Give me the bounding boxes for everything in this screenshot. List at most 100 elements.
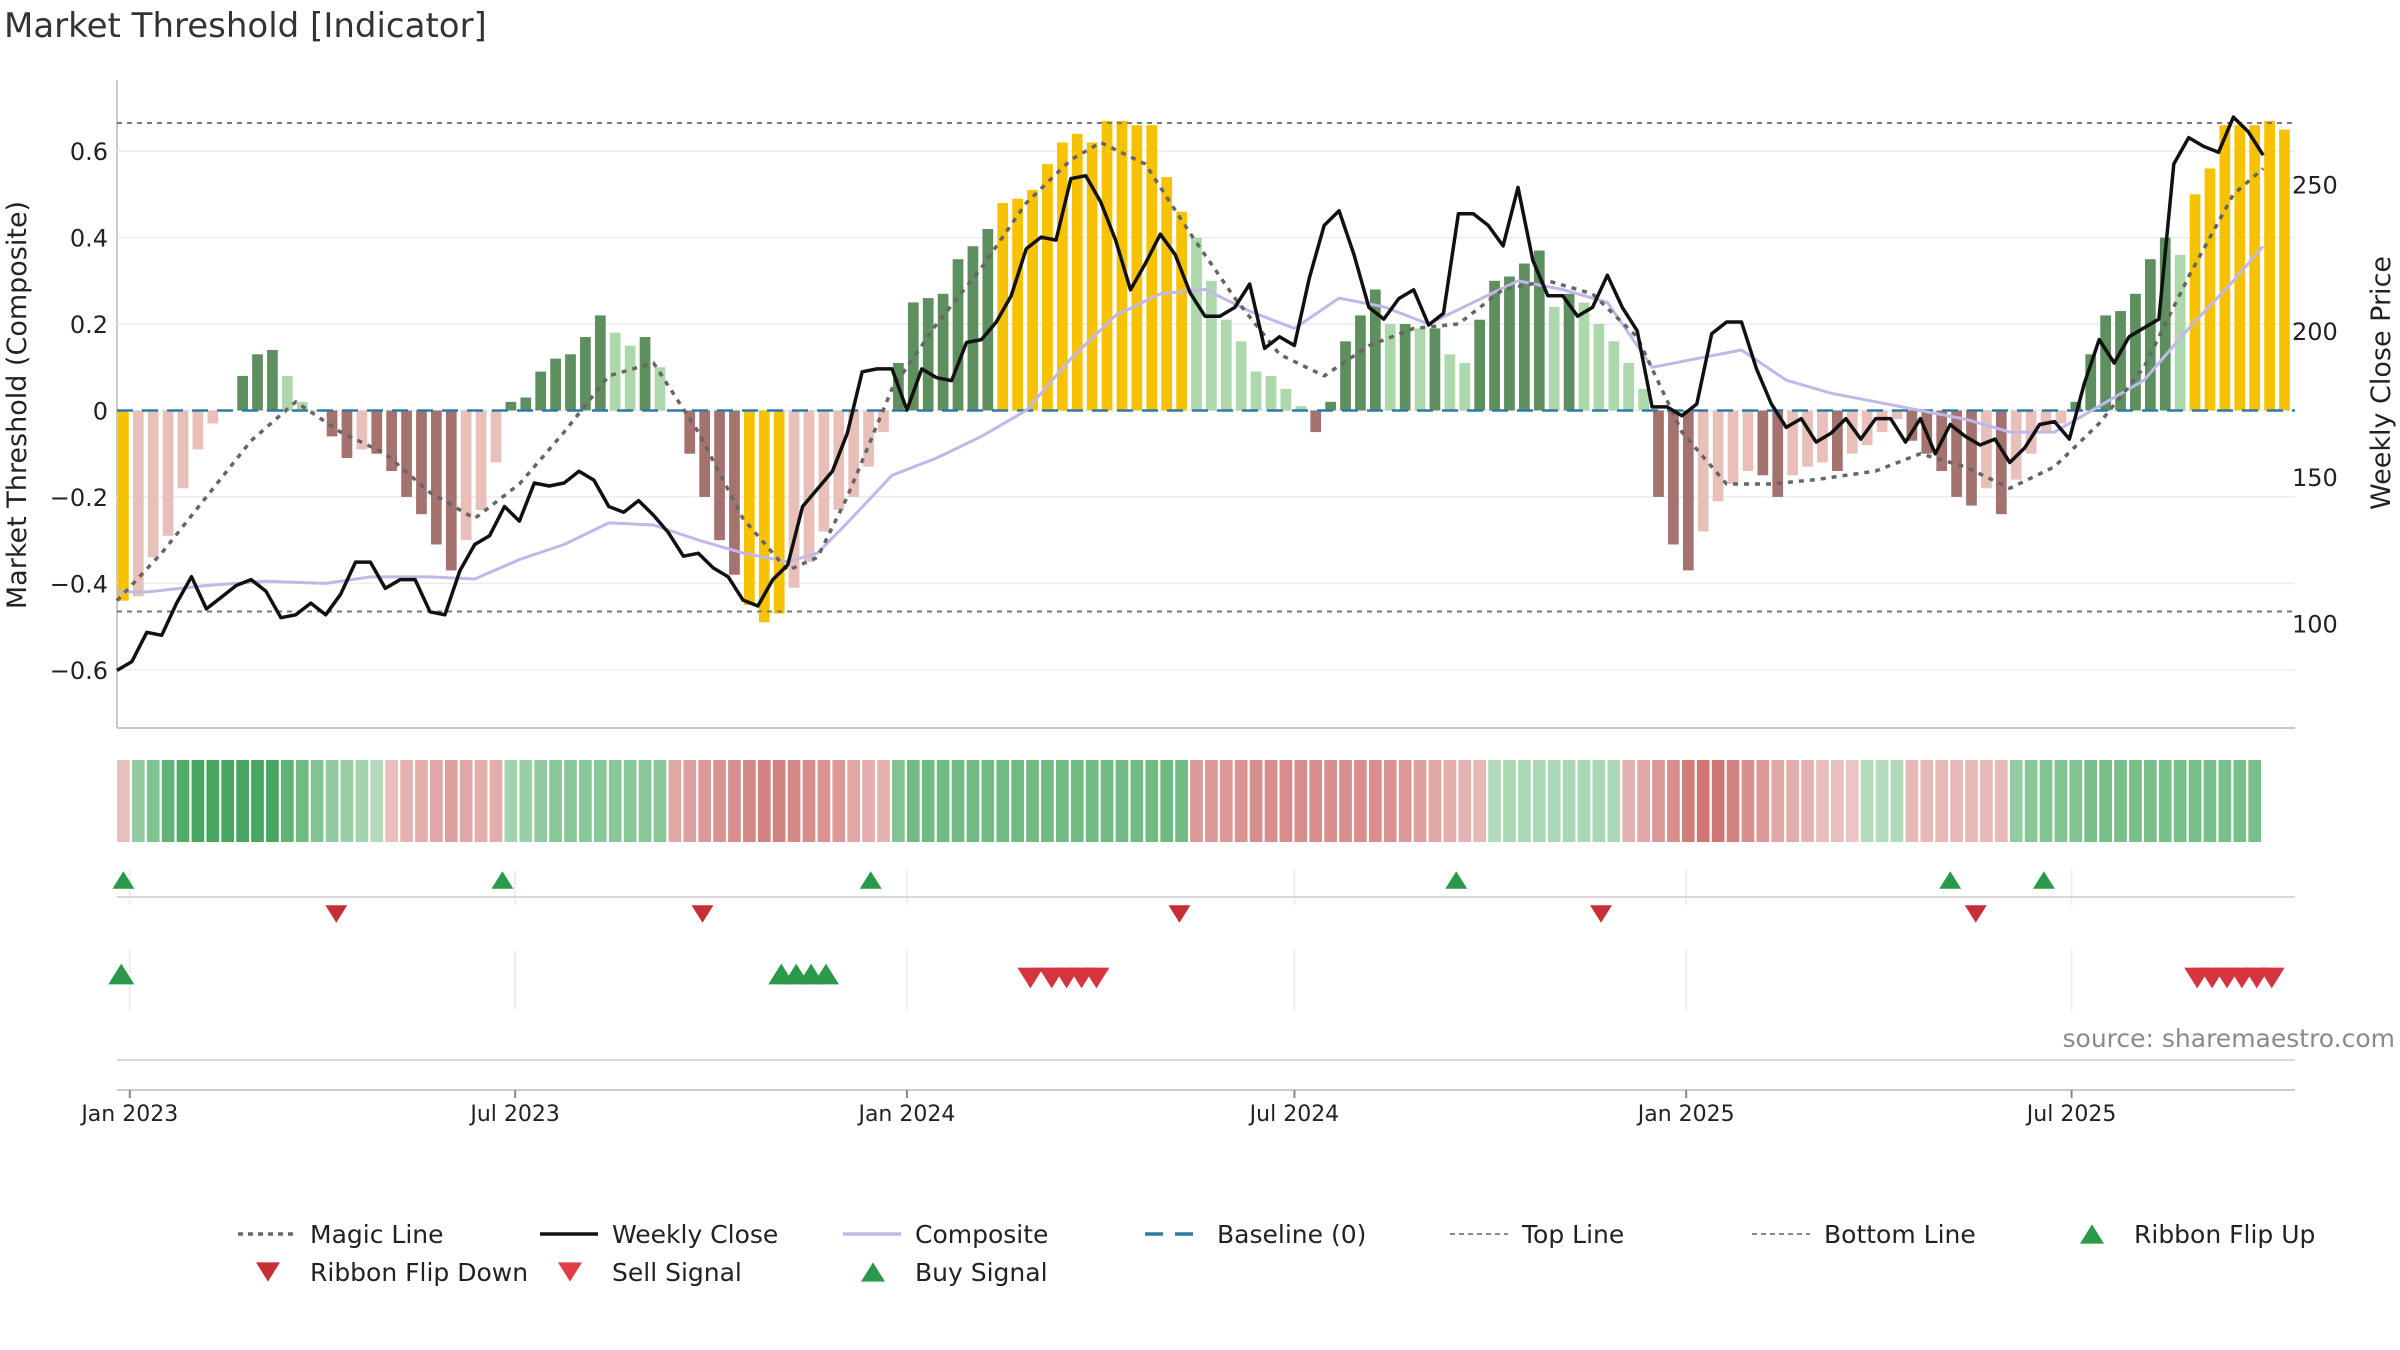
ribbon-segment [474,760,488,842]
composite-bar [2264,120,2275,411]
ribbon-segment [1145,760,1159,842]
composite-bar [818,410,830,532]
composite-bar [1414,328,1426,411]
composite-bar [565,354,576,411]
ribbon-segment [1994,760,2008,842]
ribbon-segment [1070,760,1084,842]
composite-bar [2219,125,2231,411]
composite-bar [1772,410,1784,497]
composite-bar [863,410,874,467]
ribbon-segment [266,760,279,842]
ribbon-segment [221,760,235,842]
composite-bar [982,228,994,411]
ribbon-segment [1234,760,1248,842]
ribbon-segment [1965,760,1978,842]
ribbon-segment [936,760,950,842]
ribbon-segment [1354,760,1367,842]
ribbon-segment [1055,760,1069,842]
composite-bar [1876,410,1888,433]
composite-bar [1682,410,1694,571]
composite-bar [848,410,860,497]
ribbon-segment [668,760,682,842]
ribbon-segment [1428,760,1442,842]
composite-bar [1086,142,1098,411]
composite-bar [743,410,755,605]
ribbon-segment [415,760,428,842]
ribbon-segment [1368,760,1382,842]
sell-signal-marker [1017,967,1044,989]
sell-signal-marker [2258,967,2285,989]
ribbon-segment [1130,760,1144,842]
ribbon-segment [1920,760,1934,842]
composite-bar [684,410,696,454]
ribbon-segment [236,760,249,842]
left-tick-label: −0.6 [50,657,108,685]
composite-bar [1310,410,1322,433]
ribbon-segment [176,760,190,842]
legend-label: Ribbon Flip Up [2134,1220,2315,1249]
composite-bar [192,410,204,450]
ribbon-flip-up-marker [2032,871,2055,889]
ribbon-segment [1771,760,1785,842]
ribbon-segment [951,760,965,842]
composite-bar [2055,410,2067,424]
composite-bar [2085,354,2097,411]
composite-bar [580,337,591,411]
composite-bar [475,410,487,510]
composite-bar [326,410,338,437]
left-tick-label: 0.6 [70,138,108,166]
ribbon-segment [1801,760,1814,842]
composite-bar [431,410,442,545]
ribbon-segment [489,760,503,842]
composite-bar [356,410,368,450]
ribbon-segment [385,760,399,842]
ribbon-segment [2084,760,2098,842]
ribbon-segment [400,760,413,842]
ribbon-segment [2218,760,2232,842]
composite-bar [1399,324,1411,411]
ribbon-segment [2129,760,2142,842]
composite-bar [1966,410,1977,506]
right-axis-title: Weekly Close Price [2366,256,2397,510]
composite-bar [1340,341,1351,411]
composite-bar [118,410,129,601]
ribbon-segment [921,760,935,842]
ribbon-segment [161,760,175,842]
composite-bar [878,410,889,433]
ribbon-segment [1532,760,1546,842]
ribbon-segment [1622,760,1636,842]
composite-bar [833,410,845,510]
ribbon-segment [817,760,831,842]
composite-bar [1444,354,1456,411]
x-tick-label: Jan 2024 [856,1102,955,1127]
composite-bar [416,410,427,515]
legend-label: Composite [915,1220,1048,1249]
composite-bar [1369,289,1381,411]
composite-bar [1325,401,1336,411]
ribbon-flip-down-marker [691,905,714,923]
ribbon-segment [832,760,846,842]
ribbon-segment [1264,760,1278,842]
ribbon-segment [1219,760,1233,842]
ribbon-segment [1935,760,1949,842]
composite-bar [162,410,174,536]
ribbon-segment [2099,760,2112,842]
composite-bar [1504,276,1515,411]
legend-marker-down [256,1262,280,1282]
ribbon-segment [504,760,518,842]
composite-bar [1519,263,1530,411]
right-tick-label: 150 [2292,464,2338,492]
chart-title: Market Threshold [Indicator] [4,6,487,46]
ribbon-segment [2158,760,2172,842]
ribbon-segment [1875,760,1889,842]
composite-bar [1235,341,1247,411]
composite-bar [505,401,517,411]
composite-bar [609,332,621,411]
composite-bar [550,358,561,411]
ribbon-segment [1458,760,1472,842]
composite-bar [1012,198,1023,411]
ribbon-segment [1667,760,1680,842]
ribbon-segment [1816,760,1829,842]
x-tick-label: Jul 2023 [468,1102,560,1127]
composite-bar [624,345,636,411]
